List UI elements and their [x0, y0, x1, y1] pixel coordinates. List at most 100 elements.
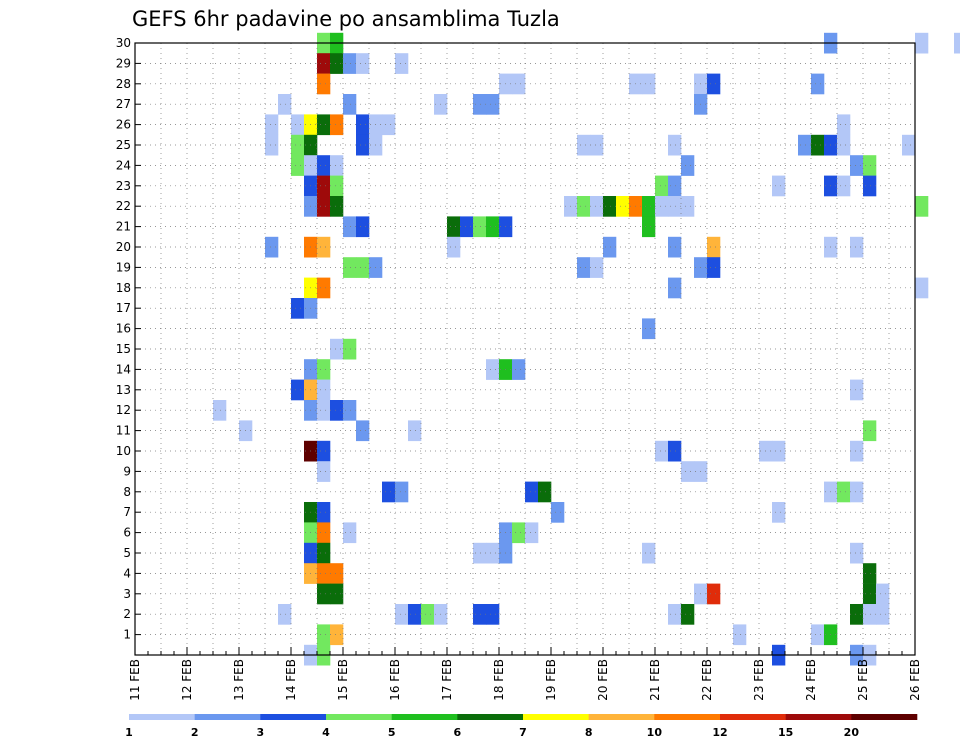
y-tick-label: 20	[116, 240, 131, 254]
precip-cell	[278, 604, 292, 625]
precip-cell	[317, 502, 331, 523]
precip-cell	[655, 196, 669, 217]
y-tick-label: 16	[116, 322, 131, 336]
precip-cell	[538, 481, 552, 503]
x-tick-label: 13 FEB	[232, 659, 246, 701]
precip-cell	[343, 338, 357, 360]
precip-cell	[317, 359, 331, 380]
precip-cell	[317, 542, 331, 564]
precip-cell	[772, 175, 786, 197]
precip-cell	[837, 481, 851, 503]
precip-cell	[642, 216, 656, 238]
precip-cell	[408, 604, 422, 625]
y-tick-label: 24	[116, 158, 131, 172]
y-tick-label: 2	[123, 607, 131, 621]
precip-cell	[525, 481, 539, 503]
x-tick-label: 23 FEB	[752, 659, 766, 701]
precip-cell	[850, 604, 864, 625]
precip-cell	[850, 236, 864, 258]
y-tick-label: 9	[123, 464, 131, 478]
precip-cell	[356, 134, 370, 156]
precip-cell	[460, 216, 474, 238]
precip-cell	[915, 32, 929, 54]
precip-cell	[343, 216, 357, 238]
precip-cell	[473, 216, 487, 238]
precip-cell	[291, 379, 305, 401]
precip-cell	[473, 94, 487, 115]
precip-cell	[265, 236, 279, 258]
precip-cell	[447, 216, 461, 238]
precip-cell	[278, 94, 292, 115]
y-tick-label: 17	[116, 301, 131, 315]
precip-cell	[395, 53, 409, 74]
precip-cell	[551, 502, 565, 523]
precip-cell	[343, 53, 357, 74]
precip-cell	[317, 563, 331, 584]
precip-cell	[512, 522, 526, 544]
colorbar-swatch	[326, 714, 392, 720]
colorbar-swatch	[785, 714, 852, 720]
y-tick-label: 13	[116, 383, 131, 397]
precip-cell	[343, 522, 357, 544]
precip-cell	[291, 134, 305, 156]
precip-cell	[915, 196, 929, 217]
precip-cell	[330, 400, 344, 421]
precip-cell	[330, 563, 344, 584]
precip-cell	[317, 155, 331, 176]
x-tick-label: 25 FEB	[856, 659, 870, 701]
precip-cell	[863, 420, 877, 442]
precip-cell	[330, 175, 344, 197]
precip-cell	[902, 134, 916, 156]
colorbar-label: 15	[778, 726, 793, 739]
precip-cell	[876, 604, 890, 625]
colorbar-label: 12	[712, 726, 727, 739]
precip-cell	[850, 542, 864, 564]
precip-cell	[317, 522, 331, 544]
precip-cell	[837, 175, 851, 197]
precip-cell	[317, 236, 331, 258]
precip-cell	[291, 298, 305, 319]
precip-cell	[850, 379, 864, 401]
x-tick-label: 26 FEB	[908, 659, 922, 701]
precip-cell	[655, 175, 669, 197]
precip-cell	[486, 359, 500, 380]
precip-cell	[668, 175, 682, 197]
precip-cell	[655, 440, 669, 462]
y-tick-label: 21	[116, 220, 131, 234]
precip-cell	[317, 277, 331, 299]
y-tick-label: 26	[116, 118, 131, 132]
precip-cell	[707, 236, 721, 258]
precip-cell	[863, 175, 877, 197]
precip-cell	[343, 400, 357, 421]
x-tick-label: 14 FEB	[284, 659, 298, 701]
colorbar-label: 7	[519, 726, 527, 739]
x-tick-label: 16 FEB	[388, 659, 402, 701]
precip-cell	[486, 216, 500, 238]
y-tick-label: 4	[123, 566, 131, 580]
y-tick-label: 6	[123, 526, 131, 540]
y-tick-label: 1	[123, 628, 131, 642]
precip-cell	[382, 114, 396, 136]
y-axis: 1234567891011121314151617181920212223242…	[116, 36, 141, 642]
precip-cell	[642, 542, 656, 564]
precip-cell	[473, 542, 487, 564]
y-tick-label: 7	[123, 505, 131, 519]
x-tick-label: 21 FEB	[648, 659, 662, 701]
precip-cell	[590, 196, 604, 217]
precip-cell	[265, 134, 279, 156]
precip-cell	[668, 236, 682, 258]
colorbar-swatch	[720, 714, 786, 720]
precip-cell	[317, 400, 331, 421]
y-tick-label: 12	[116, 403, 131, 417]
colorbar-label: 6	[454, 726, 462, 739]
precip-cell	[330, 338, 344, 360]
precip-cell	[291, 155, 305, 176]
x-tick-label: 20 FEB	[596, 659, 610, 701]
precip-cell	[837, 114, 851, 136]
precip-cell	[291, 114, 305, 136]
y-tick-label: 27	[116, 97, 131, 111]
precip-cell	[356, 114, 370, 136]
precip-cell	[473, 604, 487, 625]
x-tick-label: 19 FEB	[544, 659, 558, 701]
precip-cell	[733, 624, 747, 646]
